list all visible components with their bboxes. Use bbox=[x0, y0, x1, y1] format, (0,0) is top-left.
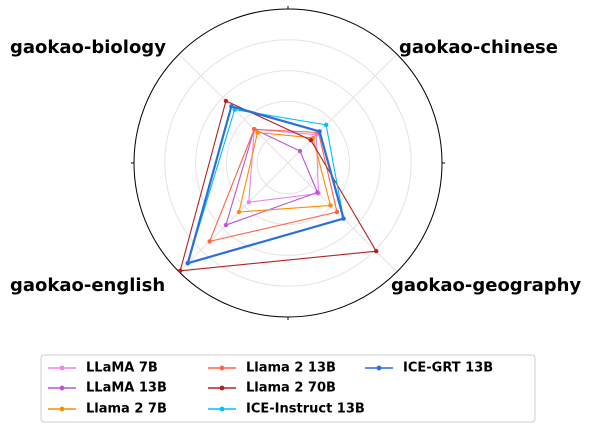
axis-label-gaokao-english: gaokao-english bbox=[10, 275, 165, 296]
legend-item-llama-13b: LLaMA 13B bbox=[48, 381, 167, 396]
data-point-llama-2-70b bbox=[177, 268, 183, 274]
data-point-llama-13b bbox=[223, 222, 229, 228]
legend-item-llama-7b: LLaMA 7B bbox=[48, 361, 158, 376]
legend: LLaMA 7B LLaMA 13B Llama 2 7B Llama 2 13B Ll… bbox=[40, 354, 536, 423]
legend-swatch-marker bbox=[59, 406, 65, 412]
data-point-llama-13b bbox=[297, 148, 303, 154]
data-point-llama-2-70b bbox=[308, 137, 314, 143]
legend-label: Llama 2 13B bbox=[246, 361, 336, 376]
data-point-llama-2-70b bbox=[223, 98, 229, 104]
data-point-llama-13b bbox=[315, 190, 320, 195]
data-point-llama-2-7b bbox=[236, 209, 242, 215]
series-ice-grt-13b bbox=[185, 104, 346, 266]
data-point-ice-grt-13b bbox=[317, 129, 322, 134]
legend-swatch-marker bbox=[219, 385, 225, 391]
axis-label-gaokao-chinese: gaokao-chinese bbox=[399, 37, 558, 58]
legend-swatch-marker bbox=[59, 365, 65, 371]
series-llama-2-7b bbox=[236, 130, 333, 215]
grid-spoke bbox=[287, 53, 398, 164]
grid-spoke bbox=[178, 162, 289, 273]
axis-label-gaokao-geography: gaokao-geography bbox=[391, 275, 581, 296]
data-point-llama-2-7b bbox=[255, 130, 260, 135]
grid-circle bbox=[164, 39, 412, 287]
data-point-llama-2-7b bbox=[328, 203, 333, 208]
legend-item-ice-instruct-13b: ICE-Instruct 13B bbox=[208, 402, 365, 417]
legend-label: ICE-GRT 13B bbox=[403, 361, 493, 376]
radar-series bbox=[177, 98, 379, 274]
legend-item-llama-2-70b: Llama 2 70B bbox=[208, 381, 336, 396]
series-llama-2-70b bbox=[177, 98, 379, 274]
data-point-ice-grt-13b bbox=[229, 104, 234, 109]
legend-label: Llama 2 70B bbox=[246, 381, 336, 396]
radar-grid bbox=[131, 6, 445, 320]
legend-swatch-marker bbox=[376, 365, 382, 371]
legend-item-llama-2-7b: Llama 2 7B bbox=[48, 402, 167, 417]
legend-swatch-marker bbox=[59, 385, 65, 391]
legend-swatch-marker bbox=[219, 365, 225, 371]
legend-frame bbox=[40, 354, 536, 423]
legend-item-llama-2-13b: Llama 2 13B bbox=[208, 361, 336, 376]
grid-circle bbox=[195, 70, 381, 256]
legend-label: LLaMA 13B bbox=[86, 381, 167, 396]
legend-label: ICE-Instruct 13B bbox=[246, 402, 365, 417]
legend-swatch-marker bbox=[219, 406, 225, 412]
data-point-llama-2-13b bbox=[252, 127, 257, 132]
legend-item-ice-grt-13b: ICE-GRT 13B bbox=[365, 361, 493, 376]
data-point-llama-7b bbox=[246, 200, 251, 205]
grid-circle bbox=[225, 100, 351, 226]
data-point-ice-instruct-13b bbox=[323, 122, 329, 128]
axis-label-gaokao-biology: gaokao-biology bbox=[10, 37, 166, 58]
data-point-llama-2-70b bbox=[374, 249, 379, 254]
legend-label: LLaMA 7B bbox=[86, 361, 158, 376]
legend-label: Llama 2 7B bbox=[86, 402, 167, 417]
data-point-ice-grt-13b bbox=[341, 216, 346, 221]
data-point-llama-2-13b bbox=[207, 239, 212, 244]
data-point-ice-grt-13b bbox=[185, 260, 191, 266]
data-point-llama-2-13b bbox=[334, 209, 340, 215]
